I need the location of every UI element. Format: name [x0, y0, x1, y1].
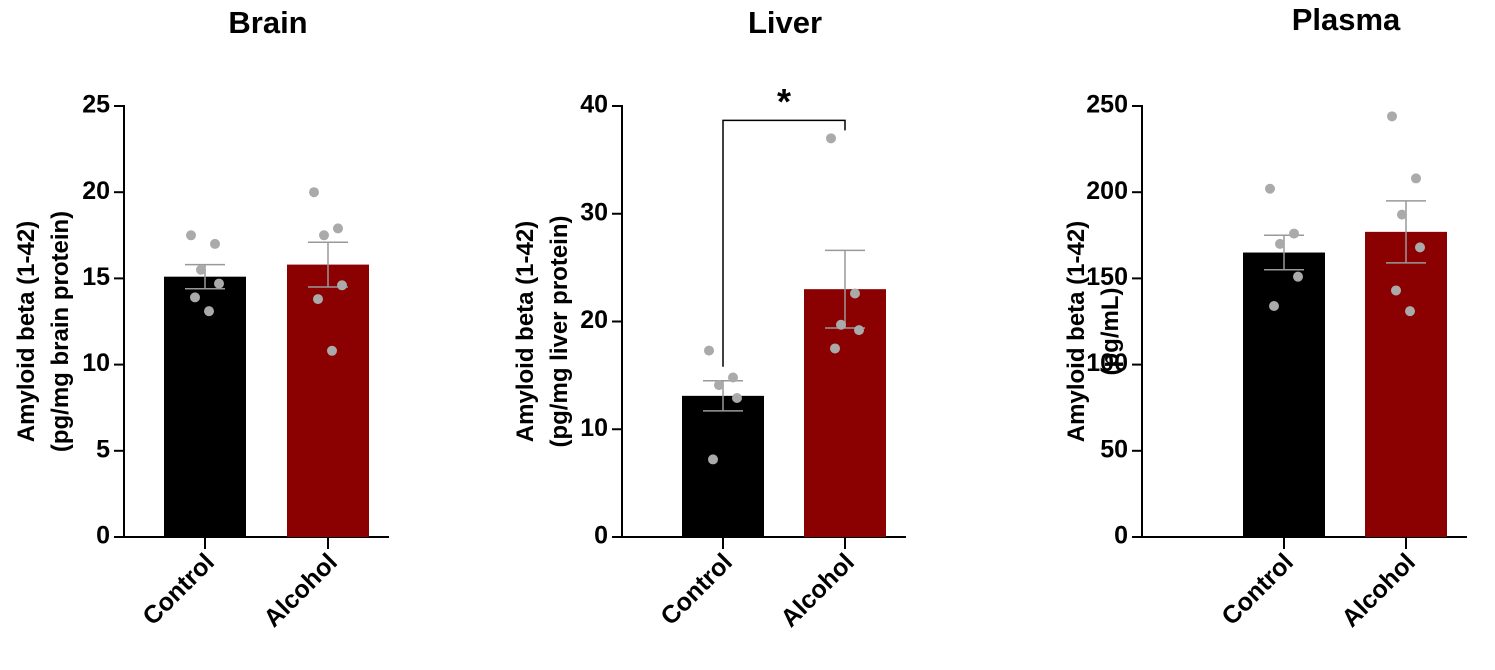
data-point [1269, 300, 1279, 311]
chart-title: Plasma [1292, 2, 1401, 37]
bar [1365, 231, 1447, 538]
chart-title: Liver [748, 5, 822, 40]
x-tick-label: Alcohol [1336, 548, 1421, 633]
x-tick-label: Control [137, 548, 220, 631]
y-tick-label: 10 [580, 414, 608, 442]
x-tick-label: Alcohol [775, 548, 860, 633]
data-point [850, 288, 860, 299]
data-point [836, 319, 846, 330]
significance-label: * [777, 81, 791, 122]
data-point [708, 454, 718, 465]
y-axis-label-line: (pg/mL) [1097, 288, 1124, 376]
y-tick-label: 15 [82, 263, 110, 291]
data-point [1265, 183, 1275, 194]
data-point [333, 223, 343, 234]
significance-bracket [722, 119, 846, 367]
data-point [319, 230, 329, 241]
data-point [309, 187, 319, 198]
y-axis-label-line: Amyloid beta (1-42) [512, 221, 539, 442]
y-tick-label: 40 [580, 91, 608, 119]
y-tick-label: 5 [96, 435, 110, 463]
x-tick-label: Control [1216, 548, 1299, 631]
y-axis-label-line: (pg/mg liver protein) [546, 215, 573, 447]
y-axis-label-line: Amyloid beta (1-42) [1063, 221, 1090, 442]
data-point [196, 264, 206, 275]
y-tick-label: 0 [594, 522, 608, 550]
y-tick-label: 20 [82, 177, 110, 205]
data-point [714, 380, 724, 391]
bar [1243, 252, 1325, 538]
data-point [1391, 285, 1401, 296]
y-tick-label: 200 [1086, 177, 1128, 205]
data-point [1293, 271, 1303, 282]
y-tick-label: 150 [1086, 263, 1128, 291]
data-point [704, 345, 714, 356]
y-axis-label-line: Amyloid beta (1-42) [13, 221, 40, 442]
data-point [204, 306, 214, 317]
y-tick-label: 25 [82, 91, 110, 119]
bar [804, 289, 886, 537]
y-tick-label: 100 [1086, 349, 1128, 377]
data-point [190, 292, 200, 303]
y-tick-label: 30 [580, 198, 608, 226]
data-point [1411, 173, 1421, 184]
data-point [214, 278, 224, 289]
data-point [1415, 242, 1425, 253]
y-axis-label: Amyloid beta (1-42) (pg/mg liver protein) [512, 215, 573, 447]
data-point [732, 393, 742, 404]
data-point [327, 345, 337, 356]
data-point [337, 280, 347, 291]
data-point [854, 325, 864, 336]
error-bar [1386, 200, 1426, 264]
y-tick-label: 0 [1114, 522, 1128, 550]
data-point [1405, 306, 1415, 317]
data-point [210, 238, 220, 249]
data-point [1397, 209, 1407, 220]
bar [164, 276, 246, 537]
y-tick-label: 0 [96, 522, 110, 550]
y-axis-label: Amyloid beta (1-42) (pg/mg brain protein) [13, 211, 74, 452]
y-tick-label: 20 [580, 306, 608, 334]
y-tick-label: 10 [82, 349, 110, 377]
data-point [1275, 238, 1285, 249]
data-point [1387, 111, 1397, 122]
y-axis-label-line: (pg/mg brain protein) [47, 211, 74, 452]
data-point [728, 372, 738, 383]
y-tick-label: 250 [1086, 91, 1128, 119]
data-point [826, 133, 836, 144]
data-point [313, 294, 323, 305]
data-point [1289, 228, 1299, 239]
y-axis-label: Amyloid beta (1-42) (pg/mL) [1063, 221, 1124, 442]
x-tick-label: Alcohol [258, 548, 343, 633]
x-tick-label: Control [655, 548, 738, 631]
data-point [186, 230, 196, 241]
bar [682, 395, 764, 537]
bar [287, 264, 369, 537]
chart-title: Brain [228, 5, 307, 40]
y-tick-label: 50 [1100, 435, 1128, 463]
data-point [830, 343, 840, 354]
